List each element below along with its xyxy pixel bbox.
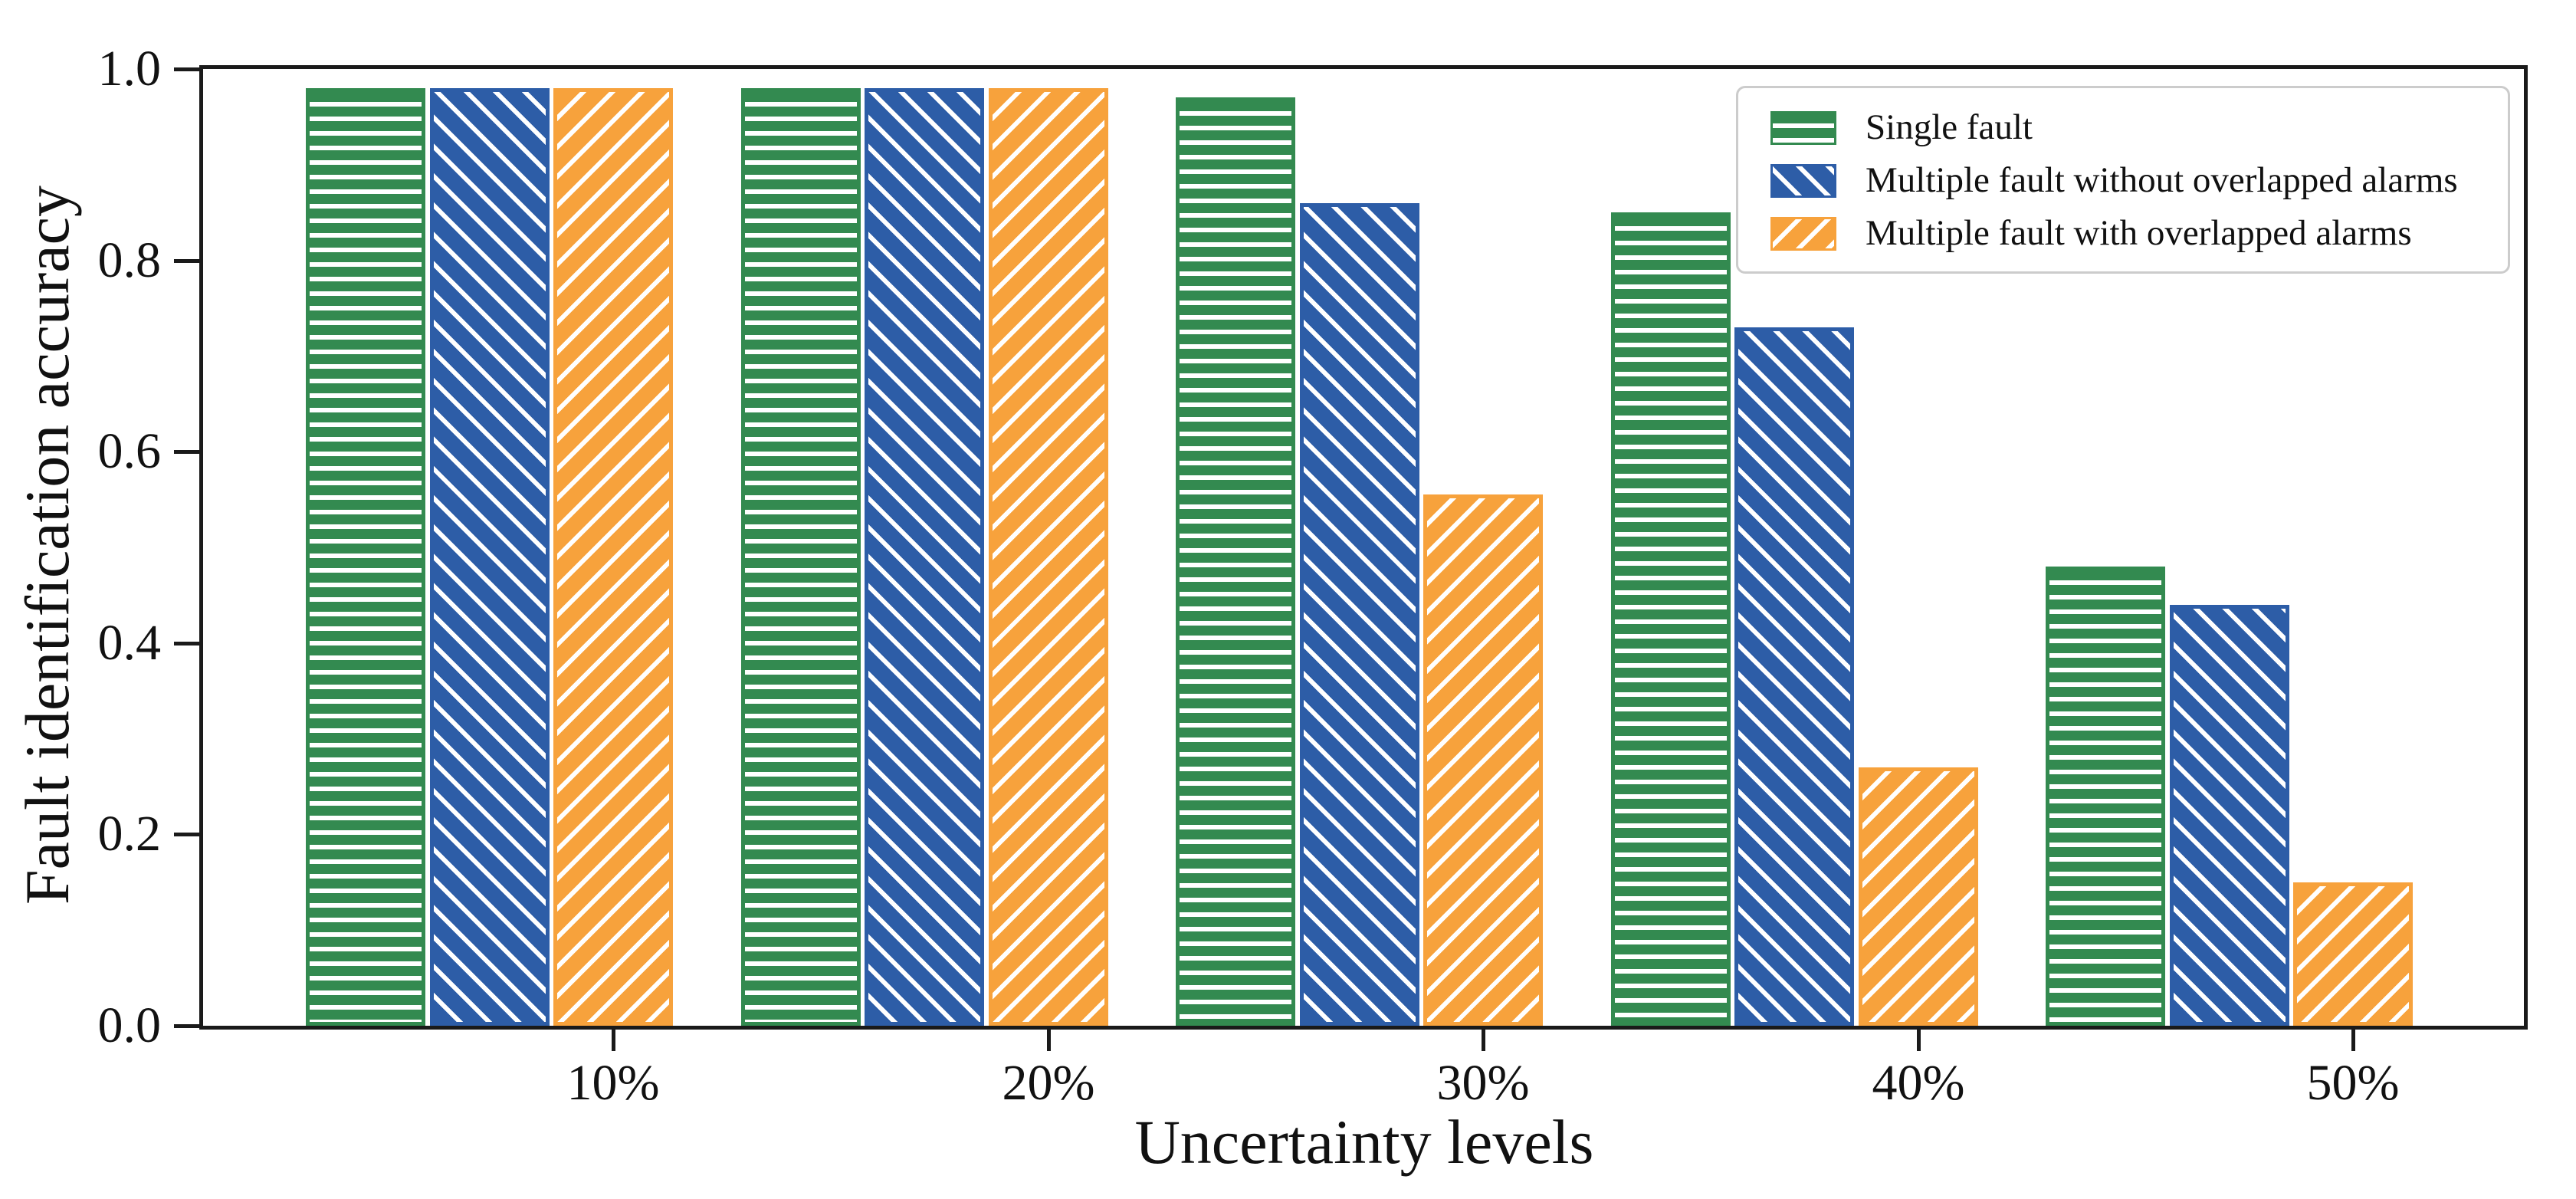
legend-swatch-single-fault-icon — [1770, 110, 1836, 145]
bar-multiple-fault-with-overlapped-alarms-40pct — [1859, 767, 1978, 1026]
x-axis-label: Uncertainty levels — [1134, 1107, 1594, 1177]
x-tick-label: 50% — [2306, 1055, 2400, 1111]
y-tick-mark — [174, 259, 199, 263]
bar-multiple-fault-with-overlapped-alarms-10pct — [553, 88, 673, 1026]
y-tick-mark — [174, 67, 199, 71]
bar-multiple-fault-with-overlapped-alarms-30pct — [1423, 494, 1543, 1026]
y-axis-label: Fault identification accuracy — [12, 185, 82, 905]
y-tick-label: 0.8 — [97, 232, 162, 288]
legend-row-single-fault: Single fault — [1770, 110, 2485, 146]
y-tick-label: 0.2 — [97, 806, 162, 862]
x-tick-label: 10% — [566, 1055, 660, 1111]
bar-multiple-fault-without-overlapped-alarms-10pct — [430, 88, 550, 1026]
bar-multiple-fault-with-overlapped-alarms-50pct — [2293, 882, 2413, 1026]
legend-label-multiple-fault-without-overlap: Multiple fault without overlapped alarms — [1866, 160, 2458, 200]
y-tick-mark — [174, 1024, 199, 1028]
bar-single-fault-20pct — [741, 88, 861, 1026]
y-tick-mark — [174, 833, 199, 836]
x-tick-label: 30% — [1436, 1055, 1530, 1111]
x-tick-mark — [1917, 1026, 1921, 1051]
x-tick-mark — [1047, 1026, 1051, 1051]
y-tick-label: 0.6 — [97, 423, 162, 479]
legend-label-single-fault: Single fault — [1866, 107, 2033, 147]
bar-single-fault-50pct — [2046, 567, 2165, 1026]
x-tick-mark — [1482, 1026, 1485, 1051]
y-tick-label: 0.0 — [97, 997, 162, 1053]
bar-single-fault-30pct — [1176, 97, 1295, 1026]
legend-label-multiple-fault-with-overlap: Multiple fault with overlapped alarms — [1866, 213, 2412, 253]
plot-area: 0.0 0.2 0.4 0.6 0.8 1.0 10% 20% 30% 40% 50% Singl… — [98, 44, 2528, 1110]
x-tick-mark — [612, 1026, 615, 1051]
legend-row-multiple-fault-without-overlap: Multiple fault without overlapped alarms — [1770, 163, 2485, 199]
bar-single-fault-10pct — [306, 88, 425, 1026]
y-tick-mark — [174, 642, 199, 645]
x-tick-mark — [2351, 1026, 2355, 1051]
y-tick-mark — [174, 450, 199, 454]
y-tick-label: 0.4 — [97, 615, 162, 671]
bar-multiple-fault-without-overlapped-alarms-30pct — [1300, 203, 1419, 1026]
bar-single-fault-40pct — [1611, 212, 1731, 1026]
x-tick-label: 40% — [1872, 1055, 1965, 1111]
bar-multiple-fault-without-overlapped-alarms-50pct — [2170, 605, 2289, 1026]
x-tick-label: 20% — [1002, 1055, 1095, 1111]
bar-multiple-fault-with-overlapped-alarms-20pct — [989, 88, 1108, 1026]
legend-swatch-multiple-fault-without-overlap-icon — [1770, 163, 1836, 198]
bar-multiple-fault-without-overlapped-alarms-40pct — [1734, 327, 1854, 1026]
legend-swatch-multiple-fault-with-overlap-icon — [1770, 216, 1836, 251]
legend-row-multiple-fault-with-overlap: Multiple fault with overlapped alarms — [1770, 215, 2485, 251]
legend: Single fault Multiple fault without over… — [1736, 86, 2510, 274]
bar-multiple-fault-without-overlapped-alarms-20pct — [865, 88, 984, 1026]
y-tick-label: 1.0 — [97, 41, 162, 97]
